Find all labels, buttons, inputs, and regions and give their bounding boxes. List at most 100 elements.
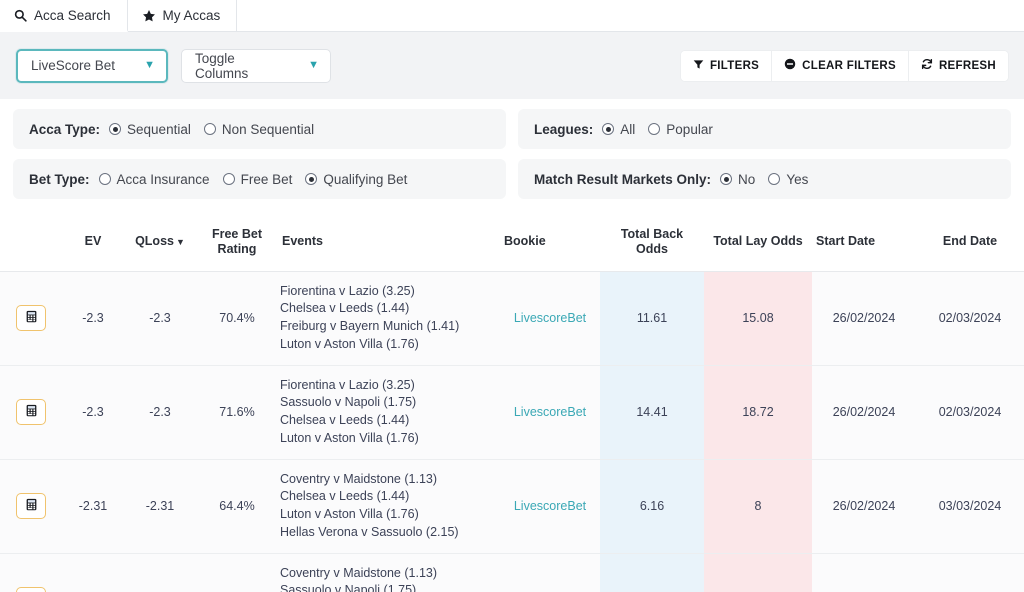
radio-selected-icon[interactable] xyxy=(602,123,615,135)
events-cell: Coventry v Maidstone (1.13) Sassuolo v Na… xyxy=(278,553,500,592)
table-row[interactable]: -2.3 -2.3 71.6% Fiorentina v Lazio (3.25) Sa… xyxy=(0,365,1024,460)
event-line: Fiorentina v Lazio (3.25) xyxy=(280,283,415,298)
column-header-events[interactable]: Events xyxy=(278,213,500,272)
radio-option[interactable]: All xyxy=(602,122,635,137)
toolbar-button-group: FILTERS CLEAR FILTERS REFRESH xyxy=(679,49,1009,82)
filter-label: Leagues: xyxy=(534,121,594,137)
radio-option[interactable]: Acca Insurance xyxy=(98,171,210,187)
tab-bar: Acca Search My Accas xyxy=(0,0,1024,32)
calculator-button[interactable] xyxy=(16,399,46,425)
calculator-button[interactable] xyxy=(16,587,46,592)
tab-acca-search[interactable]: Acca Search xyxy=(0,0,128,32)
total-back-odds-cell: 14.41 xyxy=(600,365,704,460)
radio-selected-icon[interactable] xyxy=(305,173,318,185)
chevron-down-icon: ▼ xyxy=(144,59,155,71)
radio-option[interactable]: Non Sequential xyxy=(203,122,314,137)
end-date-cell: 03/03/2024 xyxy=(916,553,1024,592)
radio-option[interactable]: Sequential xyxy=(109,122,191,137)
radio-option[interactable]: No xyxy=(720,172,755,187)
calculator-icon xyxy=(25,498,38,514)
total-back-odds-cell: 6.16 xyxy=(600,459,704,554)
refresh-button[interactable]: REFRESH xyxy=(908,50,1008,81)
radio-unselected-icon[interactable] xyxy=(98,173,111,185)
radio-unselected-icon[interactable] xyxy=(203,123,216,135)
radio-selected-icon[interactable] xyxy=(720,173,733,185)
radio-unselected-icon[interactable] xyxy=(648,123,661,135)
table-row[interactable]: -2.31 -2.31 64.4% Coventry v Maidstone (1.1… xyxy=(0,459,1024,554)
radio-unselected-icon[interactable] xyxy=(768,173,781,185)
event-line: Coventry v Maidstone (1.13) xyxy=(280,565,438,580)
bookie-cell: LivescoreBet xyxy=(500,365,600,460)
radio-option-label: Sequential xyxy=(127,121,191,137)
total-back-odds-cell: 11.61 xyxy=(600,271,704,366)
radio-option-label: Free Bet xyxy=(240,171,293,187)
column-header-bookie[interactable]: Bookie xyxy=(500,213,600,272)
results-table-container: EV QLoss ▼ Free Bet Rating Events Bookie … xyxy=(0,213,1024,592)
event-line: Luton v Aston Villa (1.76) xyxy=(280,336,419,351)
column-header-total-back-odds[interactable]: Total Back Odds xyxy=(600,213,704,272)
bookie-link[interactable]: LivescoreBet xyxy=(513,499,587,513)
total-lay-odds-cell: 8 xyxy=(704,459,812,554)
radio-unselected-icon[interactable] xyxy=(222,173,235,185)
column-header-end-date[interactable]: End Date xyxy=(916,213,1024,272)
table-row[interactable]: -2.3 -2.3 70.4% Fiorentina v Lazio (3.25) Ch… xyxy=(0,271,1024,366)
filter-label: Match Result Markets Only: xyxy=(534,171,712,187)
column-header-ev[interactable]: EV xyxy=(62,213,124,272)
event-line: Sassuolo v Napoli (1.75) xyxy=(280,583,417,592)
events-cell: Coventry v Maidstone (1.13) Chelsea v Lee… xyxy=(278,459,500,554)
calculator-cell xyxy=(0,365,62,460)
total-lay-odds-cell: 18.72 xyxy=(704,365,812,460)
clear-filters-button[interactable]: CLEAR FILTERS xyxy=(772,50,909,81)
bookie-link[interactable]: LivescoreBet xyxy=(513,405,587,419)
radio-group: Sequential Non Sequential xyxy=(109,122,314,137)
calculator-cell xyxy=(0,271,62,366)
toggle-columns-select[interactable]: Toggle Columns ▼ xyxy=(181,48,331,83)
table-row[interactable]: -2.32-2.3265.7%Coventry v Maidstone (1.1… xyxy=(0,553,1024,592)
radio-option[interactable]: Qualifying Bet xyxy=(305,172,407,187)
clear-filters-button-label: CLEAR FILTERS xyxy=(802,59,896,72)
calculator-button[interactable] xyxy=(16,493,46,519)
tab-acca-search-label: Acca Search xyxy=(34,7,111,23)
radio-option[interactable]: Yes xyxy=(768,172,808,187)
event-line: Luton v Aston Villa (1.76) xyxy=(280,507,419,521)
calculator-button[interactable] xyxy=(16,305,46,331)
funnel-icon xyxy=(693,59,704,73)
radio-option-label: Qualifying Bet xyxy=(323,171,408,187)
event-line: Fiorentina v Lazio (3.25) xyxy=(280,377,415,392)
bookie-cell: LivescoreBet xyxy=(500,271,600,366)
radio-option-label: Acca Insurance xyxy=(116,171,210,187)
event-line: Freiburg v Bayern Munich (1.41) xyxy=(280,319,460,333)
radio-selected-icon[interactable] xyxy=(109,123,122,135)
bookie-link[interactable]: LivescoreBet xyxy=(513,311,587,325)
free-bet-rating-cell: 65.7% xyxy=(196,553,278,592)
total-lay-odds-cell: 15.08 xyxy=(704,271,812,366)
filter-panels: Acca Type: Sequential Non Sequential League… xyxy=(0,99,1024,199)
column-header-total-lay-odds[interactable]: Total Lay Odds xyxy=(704,213,812,272)
ev-cell: -2.3 xyxy=(62,271,124,366)
search-icon xyxy=(14,9,27,22)
event-line: Chelsea v Leeds (1.44) xyxy=(280,413,410,427)
tab-my-accas[interactable]: My Accas xyxy=(127,0,238,31)
filter-label: Acca Type: xyxy=(29,121,101,137)
minus-circle-icon xyxy=(784,58,796,73)
filters-button-label: FILTERS xyxy=(709,59,760,72)
column-header-start-date[interactable]: Start Date xyxy=(812,213,916,272)
bookmaker-select-value: LiveScore Bet xyxy=(31,58,116,73)
filters-button[interactable]: FILTERS xyxy=(680,50,773,81)
table-body: -2.3 -2.3 70.4% Fiorentina v Lazio (3.25) Ch… xyxy=(0,271,1024,592)
qloss-cell: -2.3 xyxy=(124,365,196,460)
end-date-cell: 03/03/2024 xyxy=(916,459,1024,554)
bookmaker-select[interactable]: LiveScore Bet ▼ xyxy=(16,48,168,83)
qloss-cell: -2.32 xyxy=(124,553,196,592)
event-line: Coventry v Maidstone (1.13) xyxy=(280,471,438,486)
column-header-free-bet-rating[interactable]: Free Bet Rating xyxy=(196,213,278,272)
qloss-cell: -2.31 xyxy=(124,459,196,554)
event-line: Sassuolo v Napoli (1.75) xyxy=(280,395,417,410)
radio-option[interactable]: Free Bet xyxy=(222,171,293,187)
calculator-cell xyxy=(0,553,62,592)
column-header-qloss[interactable]: QLoss ▼ xyxy=(124,213,196,272)
radio-option-label: Yes xyxy=(786,171,809,187)
calculator-cell xyxy=(0,459,62,554)
calculator-icon xyxy=(25,404,38,420)
radio-option[interactable]: Popular xyxy=(648,122,713,137)
